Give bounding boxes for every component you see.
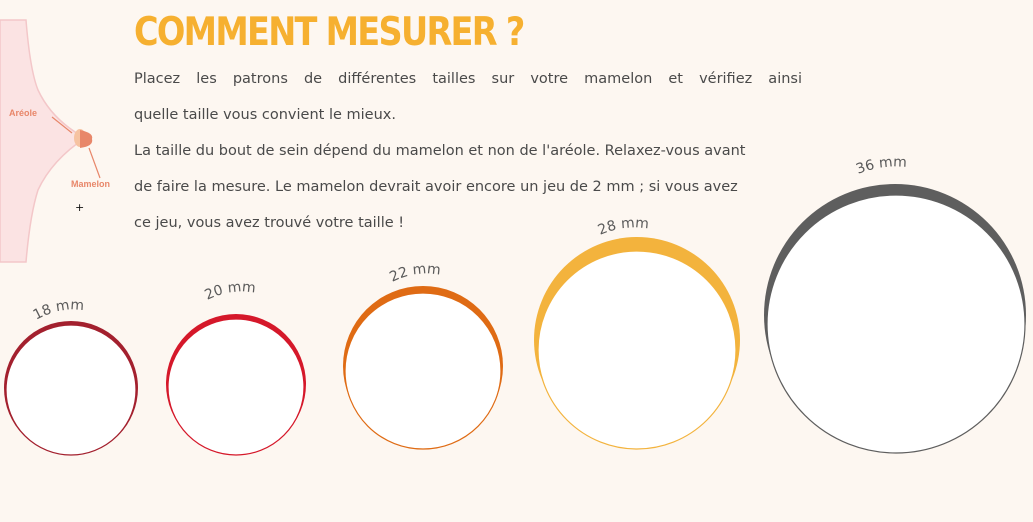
nipple-shape [80, 130, 93, 148]
size-label-36mm: 36 mm [854, 154, 907, 177]
svg-text:36 mm: 36 mm [854, 154, 907, 177]
size-circle-22mm: 22 mm [343, 261, 503, 450]
svg-text:18 mm: 18 mm [31, 297, 85, 323]
text-line: Placez les patrons de différentes taille… [134, 71, 802, 87]
text-line: ce jeu, vous avez trouvé votre taille ! [134, 215, 405, 231]
nipple-pointer [88, 147, 101, 179]
page-title: COMMENT MESURER ? [134, 10, 525, 55]
circle-inner [766, 194, 1026, 454]
text-line: de faire la mesure. Le mamelon devrait a… [134, 179, 738, 195]
svg-text:20 mm: 20 mm [202, 279, 256, 303]
crosshair-cursor-icon: + [75, 201, 85, 214]
size-label-28mm: 28 mm [596, 215, 650, 238]
instructions-paragraph-2: La taille du bout de sein dépend du mame… [134, 133, 802, 241]
size-circle-28mm: 28 mm [534, 215, 740, 450]
circle-inner [537, 250, 737, 450]
breast-diagram-icon [0, 19, 101, 263]
areola-label: Aréole [9, 108, 38, 118]
size-label-20mm: 20 mm [202, 279, 256, 303]
size-label-22mm: 22 mm [387, 261, 441, 285]
size-label-18mm: 18 mm [31, 297, 85, 323]
size-circle-18mm: 18 mm [4, 297, 138, 456]
circle-inner [344, 292, 502, 450]
instructions-paragraph-1: Placez les patrons de différentes taille… [134, 61, 802, 133]
areola-pointer [51, 116, 73, 134]
circle-inner [167, 318, 305, 456]
size-circle-36mm: 36 mm [764, 154, 1026, 454]
text-line: La taille du bout de sein dépend du mame… [134, 143, 746, 159]
svg-text:22 mm: 22 mm [387, 261, 441, 285]
nipple-label: Mamelon [71, 179, 111, 189]
breast-anatomy-illustration: Aréole Mamelon [0, 0, 135, 270]
circle-inner [5, 324, 137, 456]
text-line: quelle taille vous convient le mieux. [134, 107, 396, 123]
svg-text:28 mm: 28 mm [596, 215, 650, 238]
size-circle-20mm: 20 mm [166, 279, 306, 456]
